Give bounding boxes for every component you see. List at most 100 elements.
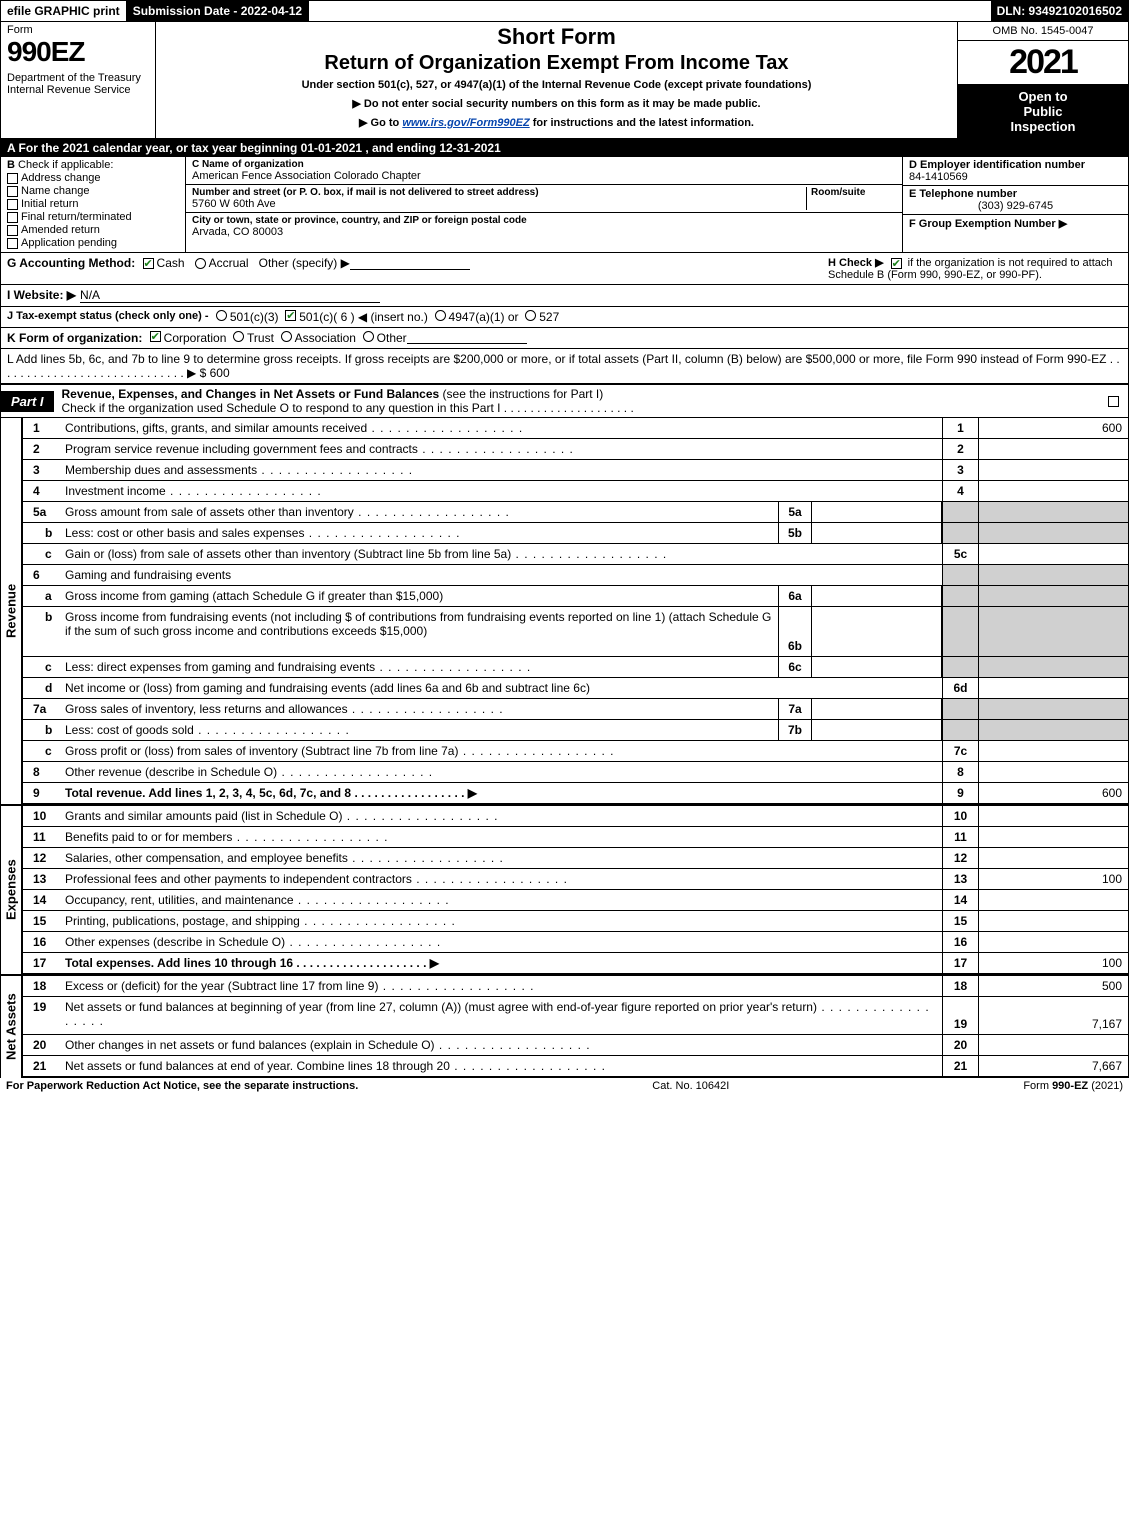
line-11: 11 Benefits paid to or for members 11 <box>23 827 1128 848</box>
rb-501c3[interactable] <box>216 310 227 321</box>
col-b: B Check if applicable: Address change Na… <box>1 157 186 252</box>
d-ein-label: D Employer identification number <box>909 159 1122 171</box>
header-right: OMB No. 1545-0047 2021 Open to Public In… <box>958 22 1128 138</box>
amt-21: 7,667 <box>978 1056 1128 1076</box>
expenses-section: Expenses 10 Grants and similar amounts p… <box>0 804 1129 974</box>
header-left: Form 990EZ Department of the Treasury In… <box>1 22 156 138</box>
line-1: 1 Contributions, gifts, grants, and simi… <box>23 418 1128 439</box>
rb-association[interactable] <box>281 331 292 342</box>
footer-mid: Cat. No. 10642I <box>652 1080 729 1092</box>
cb-name-change[interactable]: Name change <box>7 185 179 197</box>
line-7c: c Gross profit or (loss) from sales of i… <box>23 741 1128 762</box>
line-6c: c Less: direct expenses from gaming and … <box>23 657 1128 678</box>
cb-schedule-o[interactable] <box>1108 396 1119 407</box>
line-a: A For the 2021 calendar year, or tax yea… <box>0 139 1129 157</box>
line-6d: d Net income or (loss) from gaming and f… <box>23 678 1128 699</box>
amt-9: 600 <box>978 783 1128 803</box>
amt-10 <box>978 806 1128 826</box>
website-value: N/A <box>80 288 380 303</box>
amt-11 <box>978 827 1128 847</box>
omb-number: OMB No. 1545-0047 <box>958 22 1128 41</box>
net-assets-section: Net Assets 18 Excess or (deficit) for th… <box>0 974 1129 1078</box>
part-i-tag: Part I <box>1 391 54 412</box>
tax-year: 2021 <box>958 41 1128 85</box>
mini-amt-6c <box>812 657 942 677</box>
c-name-label: C Name of organization <box>192 159 896 170</box>
amt-6d <box>978 678 1128 698</box>
line-19: 19 Net assets or fund balances at beginn… <box>23 997 1128 1035</box>
line-6: 6 Gaming and fundraising events <box>23 565 1128 586</box>
amt-18: 500 <box>978 976 1128 996</box>
c-city-block: City or town, state or province, country… <box>186 213 902 240</box>
inspection-badge: Open to Public Inspection <box>958 85 1128 138</box>
cb-application-pending[interactable]: Application pending <box>7 237 179 249</box>
other-org-input[interactable] <box>407 331 527 344</box>
mini-amt-7a <box>812 699 942 719</box>
amt-1: 600 <box>978 418 1128 438</box>
mini-amt-6b <box>812 607 942 656</box>
line-5b: b Less: cost or other basis and sales ex… <box>23 523 1128 544</box>
c-city-label: City or town, state or province, country… <box>192 215 896 226</box>
cb-schedule-b[interactable] <box>891 258 902 269</box>
line-3: 3 Membership dues and assessments 3 <box>23 460 1128 481</box>
amt-14 <box>978 890 1128 910</box>
section-b-to-f: B Check if applicable: Address change Na… <box>0 157 1129 253</box>
footer-right: Form 990-EZ (2021) <box>1023 1080 1123 1092</box>
cb-address-change[interactable]: Address change <box>7 172 179 184</box>
cb-corporation[interactable] <box>150 331 161 342</box>
spacer <box>309 1 990 21</box>
other-method-input[interactable] <box>350 257 470 270</box>
c-name-block: C Name of organization American Fence As… <box>186 157 902 185</box>
mini-amt-7b <box>812 720 942 740</box>
rb-other-org[interactable] <box>363 331 374 342</box>
org-name: American Fence Association Colorado Chap… <box>192 170 896 182</box>
e-tel-block: E Telephone number (303) 929-6745 <box>903 186 1128 215</box>
line-10: 10 Grants and similar amounts paid (list… <box>23 806 1128 827</box>
irs-link[interactable]: www.irs.gov/Form990EZ <box>402 117 529 129</box>
line-15: 15 Printing, publications, postage, and … <box>23 911 1128 932</box>
line-9: 9 Total revenue. Add lines 1, 2, 3, 4, 5… <box>23 783 1128 804</box>
amt-20 <box>978 1035 1128 1055</box>
amt-2 <box>978 439 1128 459</box>
amt-17: 100 <box>978 953 1128 973</box>
room-label: Room/suite <box>811 187 896 198</box>
header-center: Short Form Return of Organization Exempt… <box>156 22 958 138</box>
amt-19: 7,167 <box>978 997 1128 1034</box>
cb-initial-return[interactable]: Initial return <box>7 198 179 210</box>
amt-12 <box>978 848 1128 868</box>
rb-trust[interactable] <box>233 331 244 342</box>
line-g-h: G Accounting Method: Cash Accrual Other … <box>0 253 1129 285</box>
amt-15 <box>978 911 1128 931</box>
form-header: Form 990EZ Department of the Treasury In… <box>0 22 1129 139</box>
submission-date: Submission Date - 2022-04-12 <box>127 1 309 21</box>
rb-accrual[interactable] <box>195 258 206 269</box>
line-2: 2 Program service revenue including gove… <box>23 439 1128 460</box>
netassets-side-label: Net Assets <box>0 976 22 1078</box>
expenses-side-label: Expenses <box>0 806 22 974</box>
title-return: Return of Organization Exempt From Incom… <box>164 52 949 75</box>
revenue-side-label: Revenue <box>0 418 22 804</box>
line-18: 18 Excess or (deficit) for the year (Sub… <box>23 976 1128 997</box>
amt-3 <box>978 460 1128 480</box>
d-ein-block: D Employer identification number 84-1410… <box>903 157 1128 186</box>
org-address: 5760 W 60th Ave <box>192 198 806 210</box>
cb-final-return[interactable]: Final return/terminated <box>7 211 179 223</box>
footer: For Paperwork Reduction Act Notice, see … <box>0 1078 1129 1094</box>
e-tel-label: E Telephone number <box>909 188 1122 200</box>
line-20: 20 Other changes in net assets or fund b… <box>23 1035 1128 1056</box>
line-5a: 5a Gross amount from sale of assets othe… <box>23 502 1128 523</box>
h-block: H Check ▶ if the organization is not req… <box>822 256 1122 281</box>
mini-amt-5a <box>812 502 942 522</box>
org-city: Arvada, CO 80003 <box>192 226 896 238</box>
cb-501c[interactable] <box>285 310 296 321</box>
rb-527[interactable] <box>525 310 536 321</box>
line-8: 8 Other revenue (describe in Schedule O)… <box>23 762 1128 783</box>
col-d: D Employer identification number 84-1410… <box>903 157 1128 252</box>
line-7a: 7a Gross sales of inventory, less return… <box>23 699 1128 720</box>
cb-cash[interactable] <box>143 258 154 269</box>
line-6a: a Gross income from gaming (attach Sched… <box>23 586 1128 607</box>
line-6b: b Gross income from fundraising events (… <box>23 607 1128 657</box>
line-7b: b Less: cost of goods sold 7b <box>23 720 1128 741</box>
cb-amended-return[interactable]: Amended return <box>7 224 179 236</box>
rb-4947a1[interactable] <box>435 310 446 321</box>
